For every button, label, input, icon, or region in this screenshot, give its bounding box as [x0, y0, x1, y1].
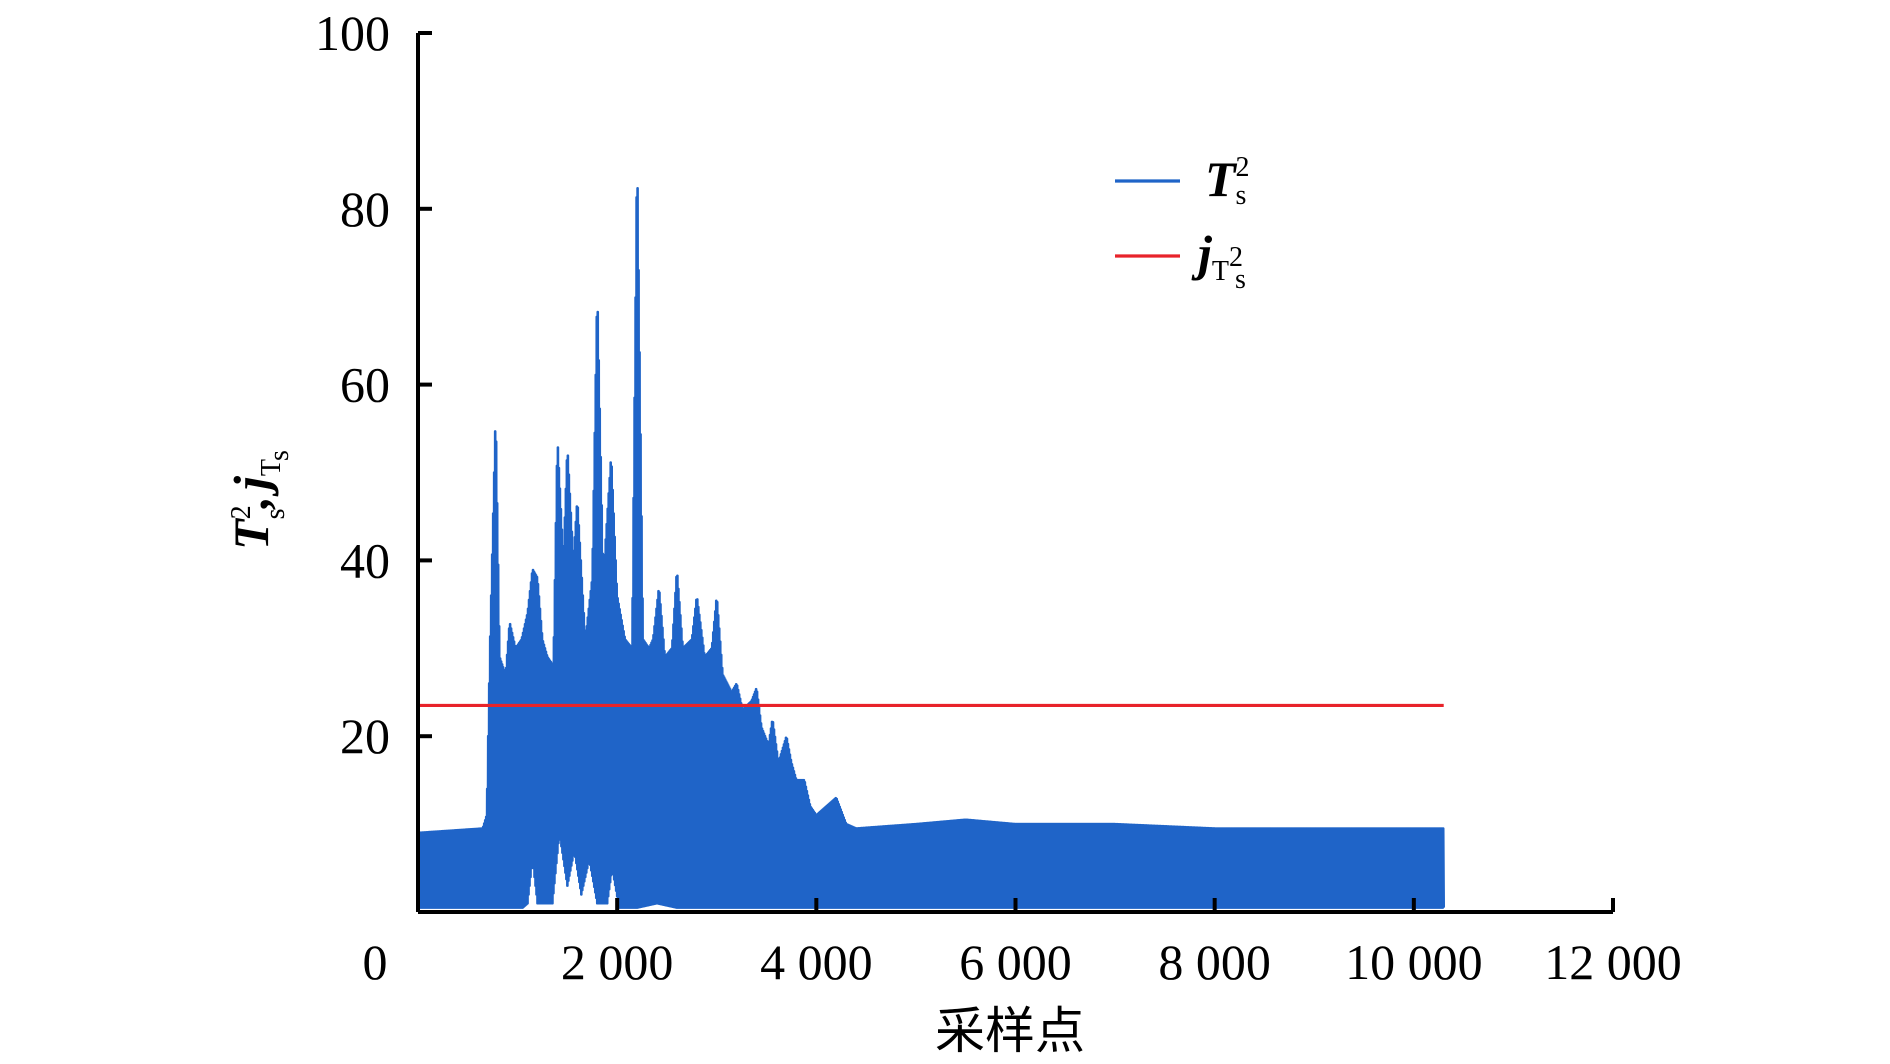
legend-label-T-s-2: T2 s [1205, 151, 1250, 211]
x-tick-label-12000: 12 000 [1544, 934, 1682, 990]
ticks: 20 40 60 80 100 0 2 000 4 000 6 000 8 000 10 000 12… [315, 5, 1682, 990]
legend: T2 s jT2 s [1115, 151, 1250, 295]
y-tick-label-100: 100 [315, 5, 390, 61]
series-line-T-s-2 [416, 186, 1446, 909]
x-tick-label-0: 0 [363, 934, 388, 990]
x-tick-label-2000: 2 000 [561, 934, 674, 990]
y-axis-title-T: T [223, 517, 279, 550]
x-tick-label-10000: 10 000 [1345, 934, 1483, 990]
legend-label-j-T-s-2: jT2 s [1191, 225, 1246, 295]
svg-text:T2s,jTs: T2 s,jTs [223, 450, 295, 550]
y-tick-label-20: 20 [340, 708, 390, 764]
y-tick-label-40: 40 [340, 532, 390, 588]
x-tick-label-6000: 6 000 [959, 934, 1072, 990]
y-axis-title: T2 s,jTs [223, 450, 295, 550]
y-tick-label-80: 80 [340, 181, 390, 237]
x-tick-label-8000: 8 000 [1158, 934, 1271, 990]
y-tick-label-60: 60 [340, 357, 390, 413]
x-axis-title: 采样点 [935, 1002, 1085, 1060]
x-tick-label-4000: 4 000 [760, 934, 873, 990]
plot-area [416, 186, 1446, 909]
